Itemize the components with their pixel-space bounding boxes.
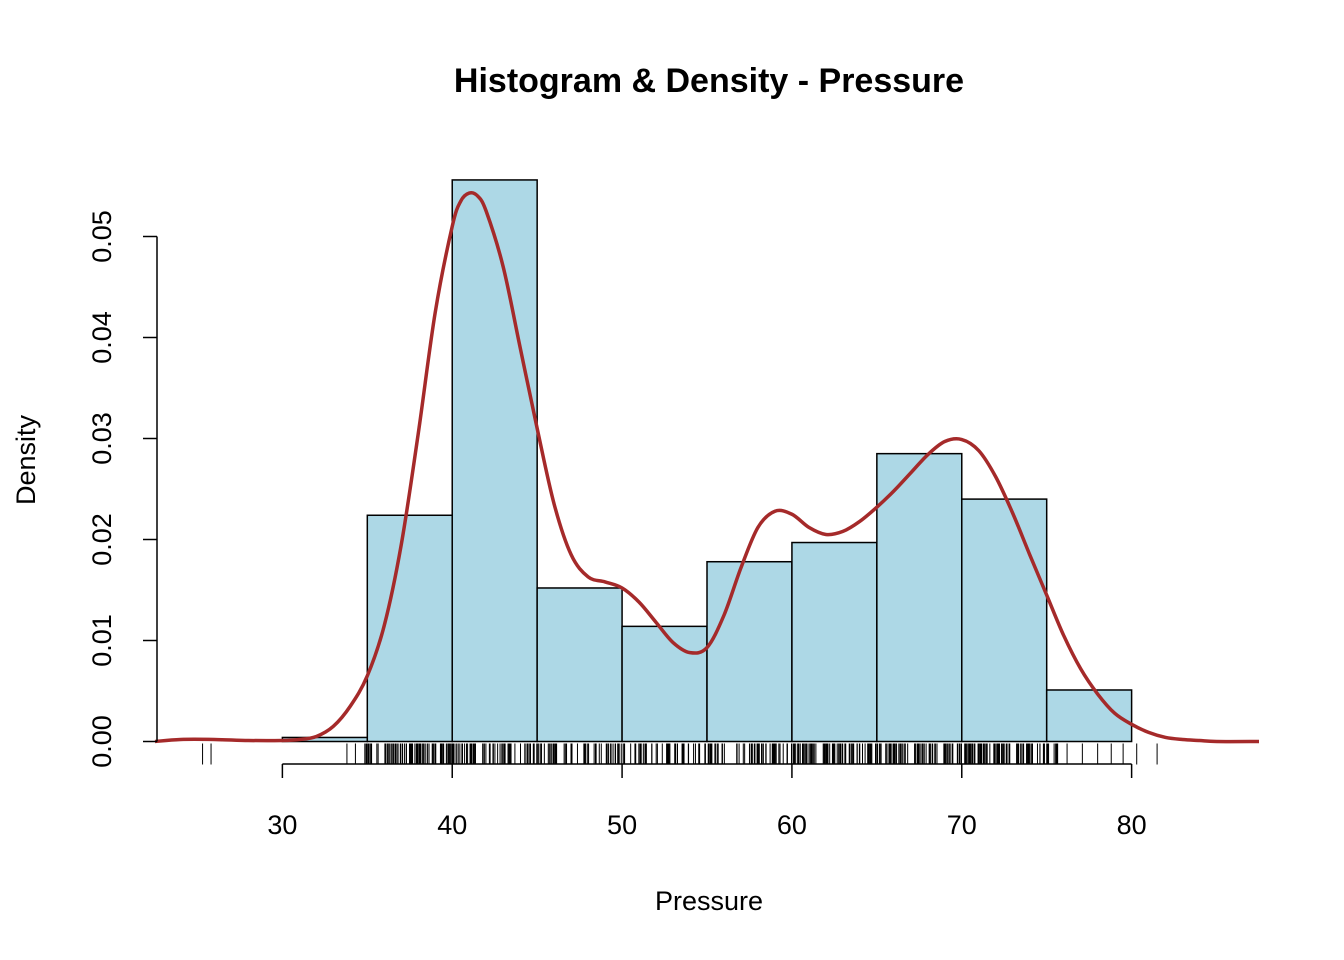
- x-tick-label: 80: [1117, 810, 1147, 840]
- x-tick-label: 40: [437, 810, 467, 840]
- y-tick-label: 0.01: [87, 614, 117, 667]
- x-tick-label: 60: [777, 810, 807, 840]
- x-axis-label: Pressure: [655, 886, 763, 916]
- y-tick-label: 0.05: [87, 210, 117, 263]
- x-tick-label: 70: [947, 810, 977, 840]
- y-tick-label: 0.04: [87, 311, 117, 364]
- chart-title: Histogram & Density - Pressure: [454, 62, 964, 100]
- histogram-bar: [706, 560, 793, 743]
- histogram-bar: [961, 498, 1048, 743]
- histogram-bar: [791, 541, 878, 743]
- x-tick-label: 50: [607, 810, 637, 840]
- histogram-bar: [366, 514, 453, 743]
- histogram-bar: [536, 587, 623, 743]
- histogram-bars: [281, 179, 1133, 743]
- y-axis: 0.00 0.01 0.02 0.03 0.04 0.05: [87, 210, 158, 768]
- histogram-bar: [621, 625, 708, 743]
- x-axis: 30 40 50 60 70 80: [267, 763, 1147, 840]
- x-tick-label: 30: [267, 810, 297, 840]
- y-tick-label: 0.03: [87, 412, 117, 465]
- rug-marks: [202, 743, 1158, 765]
- density-curve: [154, 191, 1260, 744]
- histogram-bar: [451, 179, 538, 743]
- y-axis-label: Density: [11, 414, 41, 505]
- y-tick-label: 0.00: [87, 715, 117, 768]
- y-tick-label: 0.02: [87, 513, 117, 566]
